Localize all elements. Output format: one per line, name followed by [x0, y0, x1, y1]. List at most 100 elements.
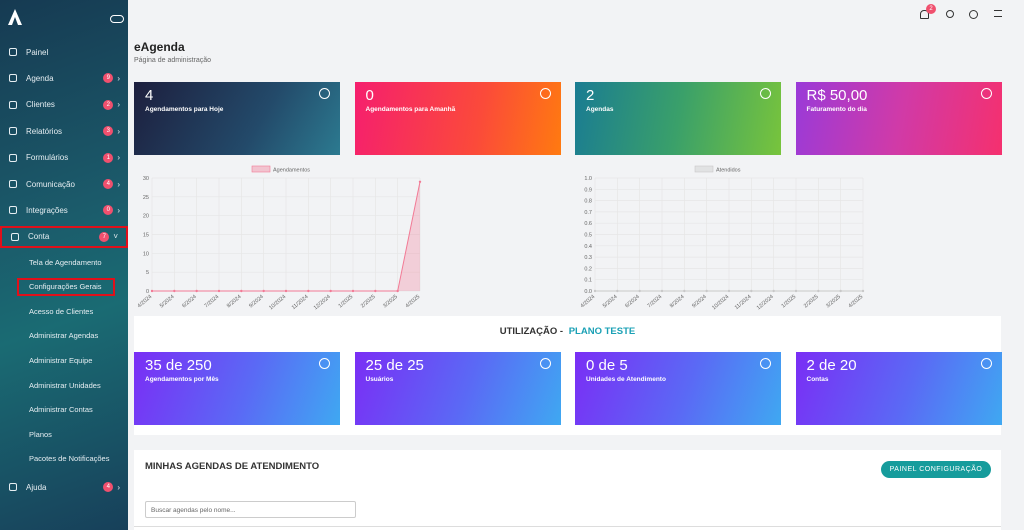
x-tick-label: 8/2024 [669, 294, 686, 309]
point [240, 289, 243, 293]
submenu-item[interactable]: Administrar Contas [29, 405, 93, 415]
menu-badge: 0 [103, 205, 114, 216]
point [351, 289, 355, 293]
menu-item[interactable]: Painel [0, 41, 128, 63]
submenu-item[interactable]: Tela de Agendamento [29, 257, 102, 267]
usage-heading: UTILIZAÇÃO - PLANO TESTE [134, 326, 1001, 337]
menu-label: Formulários [26, 153, 69, 163]
menu-label: Clientes [26, 100, 55, 110]
language-icon[interactable] [969, 10, 978, 19]
x-tick-label: 4/2025 [848, 294, 865, 309]
menu-item[interactable]: Relatórios 3 › [0, 120, 128, 142]
x-tick-label: 12/2024 [313, 294, 332, 311]
menu-icon [9, 153, 17, 162]
y-tick-label: 0.7 [584, 210, 592, 216]
chart: 0.0 0.1 0.2 0.3 0.4 0.5 0.6 0.7 0.8 0.9 1.0 4/2024 5… [580, 165, 865, 311]
chevron: ˅ [113, 232, 118, 242]
card-label: Unidades de Atendimento [586, 376, 666, 383]
card-value: 2 [586, 87, 595, 104]
point [616, 289, 619, 293]
legend-swatch [694, 165, 714, 173]
x-tick-label: 11/2024 [734, 294, 753, 311]
menu-badge: 7 [99, 231, 110, 242]
sidebar-toggle[interactable] [110, 15, 124, 23]
menu-icon[interactable] [994, 10, 1002, 17]
y-tick-label: 30 [143, 176, 149, 182]
submenu-item[interactable]: Administrar Agendas [29, 331, 99, 341]
menu-item[interactable]: Agenda 9 › [0, 67, 128, 89]
menu-item[interactable]: Conta 7 ˅ [0, 225, 128, 248]
point [660, 289, 664, 293]
x-tick-label: 3/2025 [382, 294, 399, 309]
menu-icon [9, 127, 17, 136]
card-label: Agendas [586, 106, 614, 113]
submenu-item[interactable]: Planos [29, 429, 52, 439]
point [727, 289, 731, 293]
agendas-panel: MINHAS AGENDAS DE ATENDIMENTO PAINEL CON… [134, 450, 1001, 530]
point [772, 289, 775, 293]
menu-badge: 4 [103, 482, 114, 492]
menu-badge: 2 [103, 99, 114, 110]
chart: 0 5 10 15 20 25 30 4/2024 5/2024 6/2024 7/2024 8/20… [137, 165, 421, 311]
usage-plan: PLANO TESTE [568, 326, 636, 337]
point [861, 289, 865, 293]
x-tick-label: 5/2024 [602, 294, 619, 309]
point [683, 289, 686, 293]
x-tick-label: 8/2024 [226, 294, 243, 309]
submenu-item[interactable]: Acesso de Clientes [29, 306, 94, 316]
menu-item[interactable]: Integrações 0 › [0, 199, 128, 221]
menu-label: Conta [28, 232, 50, 242]
x-tick-label: 6/2024 [181, 294, 198, 309]
menu-item[interactable]: Clientes 2 › [0, 94, 128, 116]
menu-icon [9, 100, 17, 109]
chevron: › [117, 153, 120, 163]
submenu-item[interactable]: Administrar Unidades [29, 380, 101, 390]
card-icon [980, 358, 992, 369]
user-icon[interactable] [946, 10, 954, 18]
menu-item[interactable]: Ajuda 4 › [0, 476, 128, 498]
x-tick-label: 4/2024 [580, 294, 597, 309]
submenu-item[interactable]: Pacotes de Notificações [29, 454, 110, 464]
legend-swatch [251, 165, 271, 173]
chevron: › [117, 482, 120, 492]
menu-icon [9, 483, 17, 491]
card-value: 35 de 250 [145, 357, 212, 374]
point [374, 289, 377, 293]
y-tick-label: 0.5 [584, 233, 592, 239]
y-tick-label: 0.3 [584, 255, 592, 261]
menu-label: Relatórios [26, 126, 63, 136]
point [396, 289, 399, 293]
point [150, 289, 154, 293]
x-tick-label: 9/2024 [248, 294, 265, 309]
submenu-item[interactable]: Administrar Equipe [29, 355, 93, 365]
legend-label: Atendidos [716, 168, 741, 174]
card-value: 2 de 20 [806, 357, 857, 374]
menu-item[interactable]: Comunicação 4 › [0, 173, 128, 195]
point [284, 289, 288, 293]
menu-item[interactable]: Formulários 1 › [0, 147, 128, 169]
point [329, 289, 332, 293]
menu-badge: 9 [103, 73, 114, 84]
card-icon [980, 88, 992, 99]
menu-icon [11, 232, 19, 241]
chevron: › [117, 205, 120, 215]
point [195, 289, 198, 293]
table-border [134, 526, 1001, 527]
submenu-item[interactable]: Configurações Gerais [17, 277, 115, 296]
x-tick-label: 7/2024 [204, 294, 221, 309]
menu-icon [9, 48, 17, 56]
x-tick-label: 12/2024 [756, 294, 775, 311]
card-label: Contas [806, 376, 829, 383]
search-input[interactable]: Buscar agendas pelo nome... [145, 501, 356, 518]
card-label: Faturamento do dia [806, 106, 867, 113]
config-button[interactable]: PAINEL CONFIGURAÇÃO [881, 461, 991, 478]
chevron: › [117, 73, 120, 83]
usage-card: 35 de 250 Agendamentos por Mês [134, 352, 340, 425]
menu-badge: 1 [103, 152, 114, 163]
x-tick-label: 2/2025 [803, 294, 820, 309]
menu-icon [9, 74, 17, 83]
legend-label: Agendamentos [273, 168, 310, 174]
stat-card: R$ 50,00 Faturamento do dia [795, 82, 1002, 155]
y-tick-label: 0.2 [584, 266, 592, 272]
bell-icon[interactable] [920, 10, 929, 19]
